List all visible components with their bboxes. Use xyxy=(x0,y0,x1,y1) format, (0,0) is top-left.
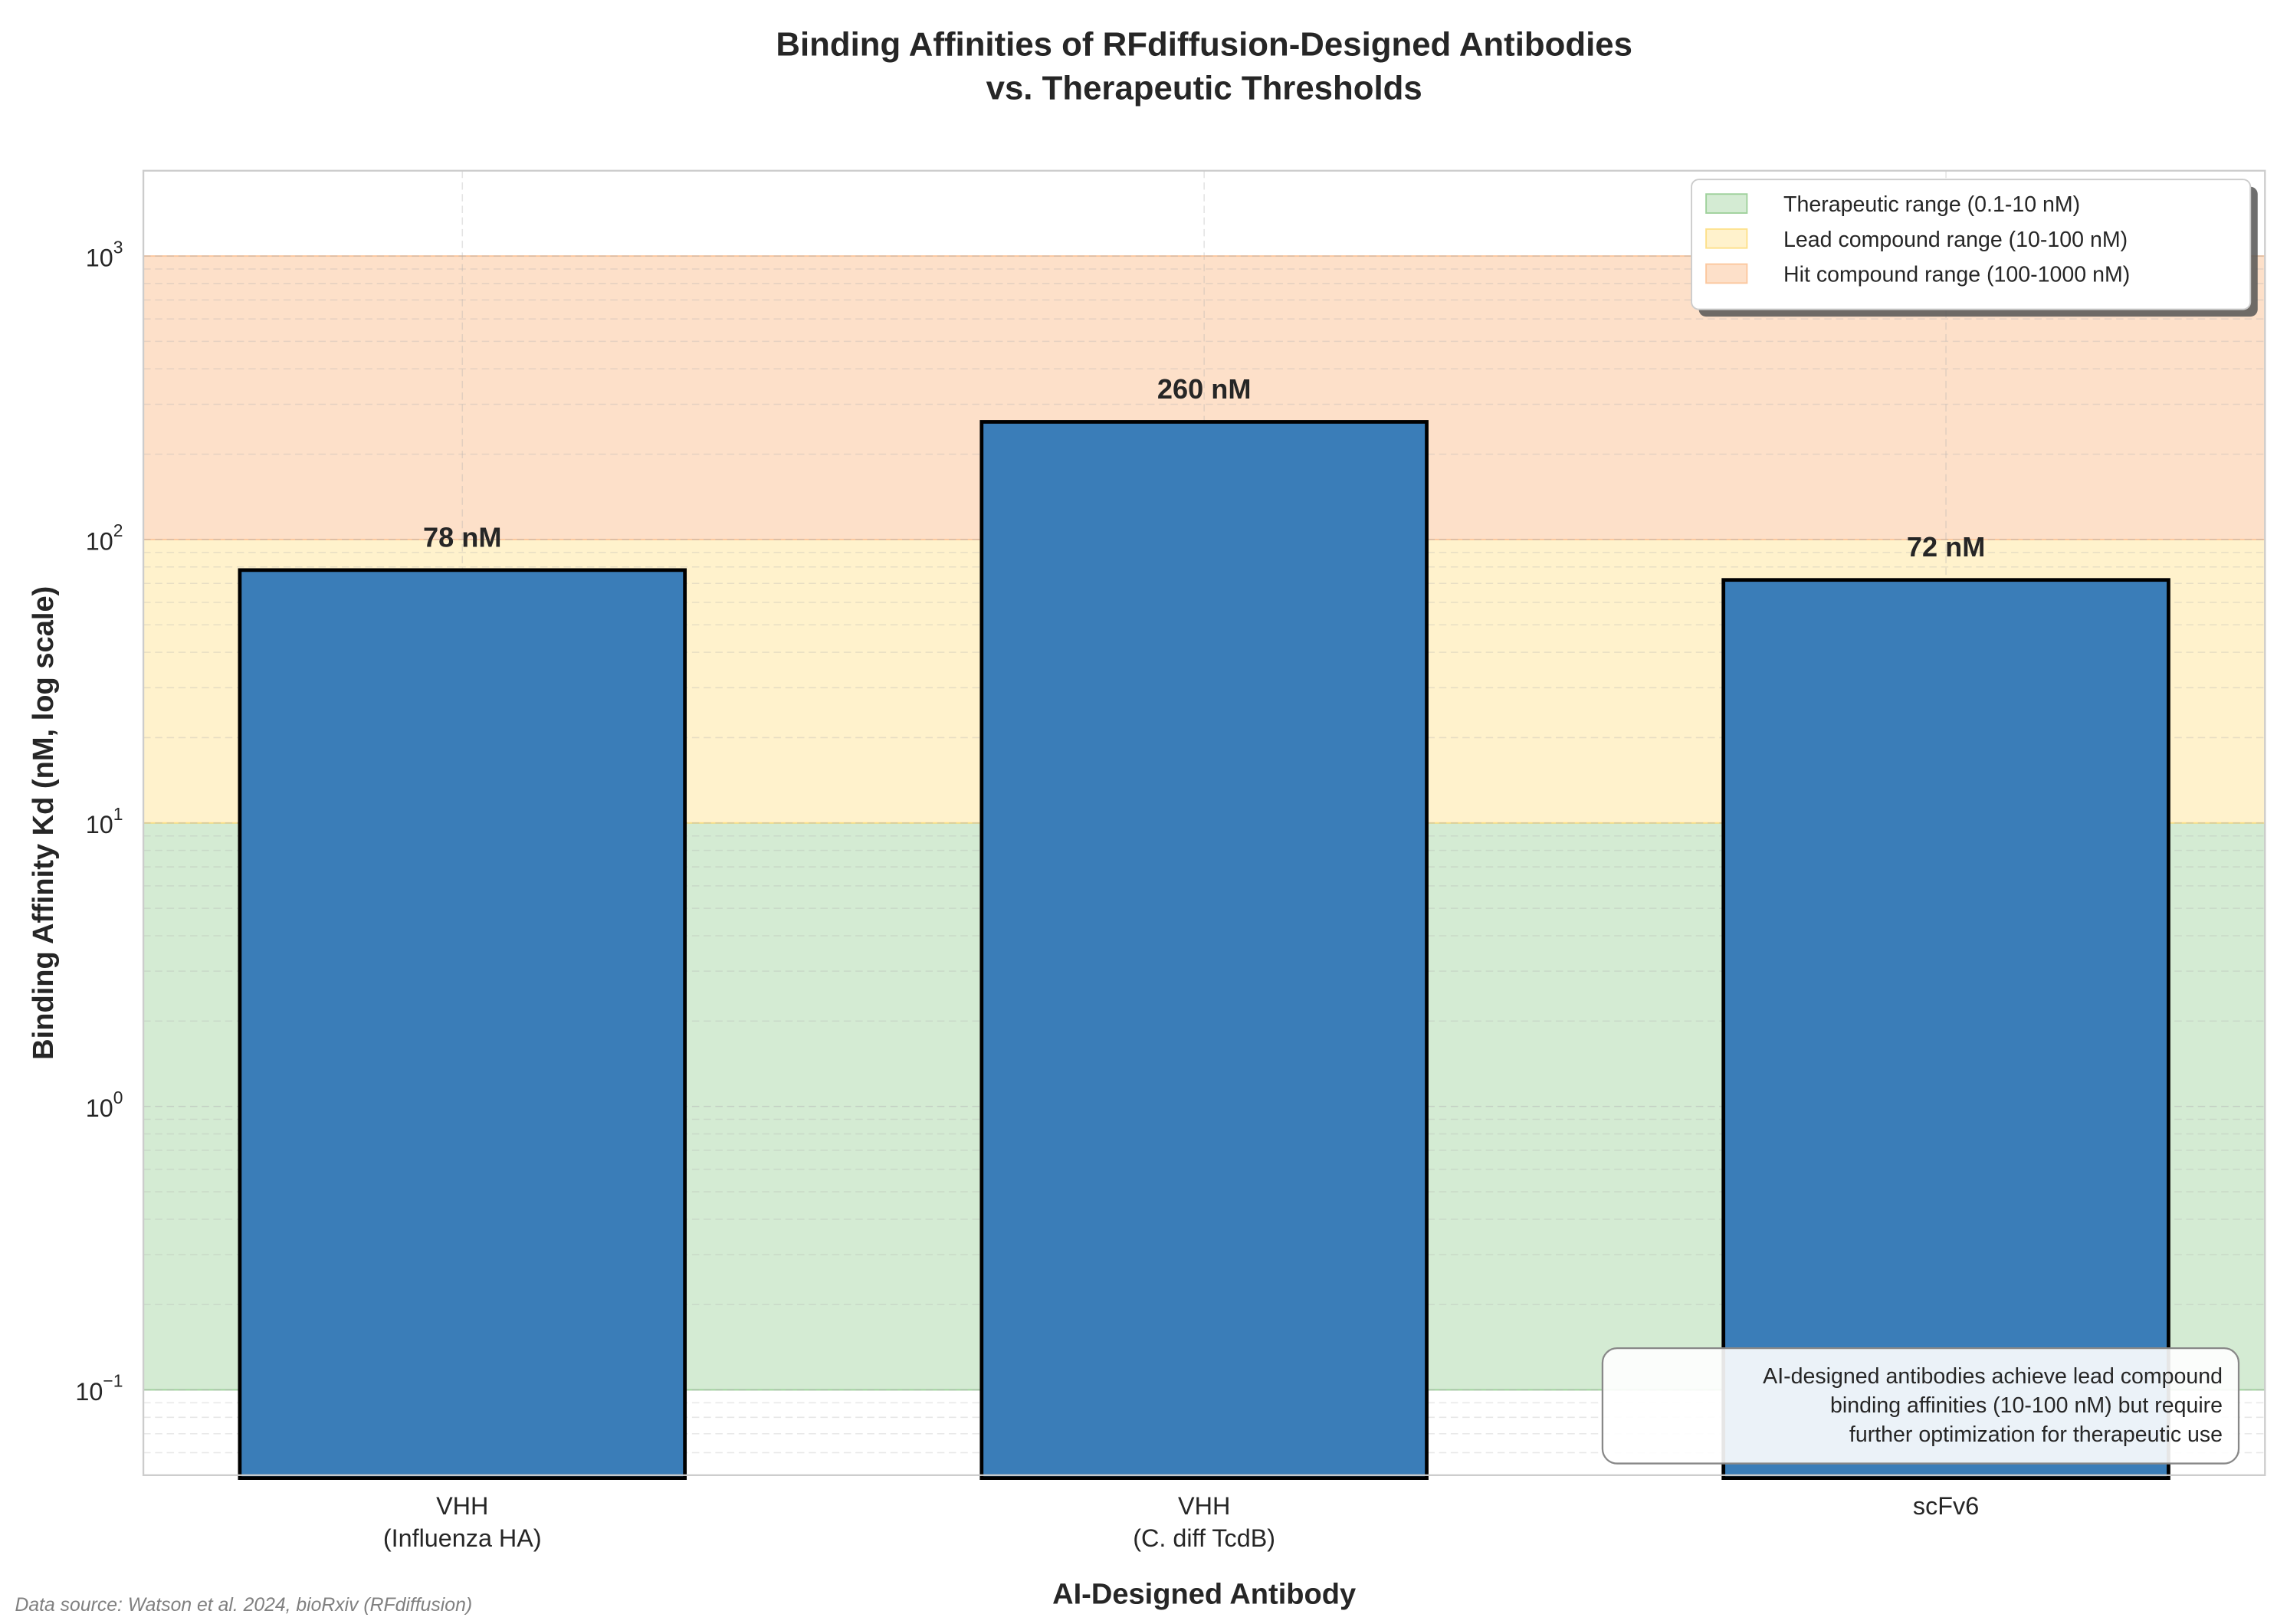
chart-title-line: Binding Affinities of RFdiffusion-Design… xyxy=(776,25,1632,63)
y-tick-label: 10−1 xyxy=(75,1371,123,1406)
y-tick-label: 103 xyxy=(86,237,123,271)
data-label: 72 nM xyxy=(1907,531,1985,563)
y-tick-label: 100 xyxy=(86,1088,123,1122)
chart-title-line: vs. Therapeutic Thresholds xyxy=(986,69,1422,107)
annotation-line: further optimization for therapeutic use xyxy=(1849,1422,2223,1447)
source-note: Data source: Watson et al. 2024, bioRxiv… xyxy=(15,1595,473,1616)
legend-swatch xyxy=(1705,193,1748,214)
y-axis-label: Binding Affinity Kd (nM, log scale) xyxy=(28,586,60,1060)
legend-label: Hit compound range (100-1000 nM) xyxy=(1783,262,2130,287)
x-tick-label: VHH (Influenza HA) xyxy=(383,1492,542,1552)
bar xyxy=(1721,578,2170,1480)
annotation-box: AI-designed antibodies achieve lead comp… xyxy=(1601,1347,2240,1465)
y-axis-ticks: 10−1 100 101 102 103 xyxy=(75,237,123,1406)
data-label: 78 nM xyxy=(423,521,501,553)
legend: Therapeutic range (0.1-10 nM) Lead compou… xyxy=(1691,179,2258,317)
annotation-line: AI-designed antibodies achieve lead comp… xyxy=(1763,1364,2223,1389)
y-tick-label: 102 xyxy=(86,520,123,555)
bars: 78 nM 260 nM 72 nM xyxy=(238,373,2170,1480)
x-tick-label: scFv6 xyxy=(1913,1492,1979,1520)
legend-label: Lead compound range (10-100 nM) xyxy=(1783,228,2128,252)
plot-frame xyxy=(142,169,2266,1476)
legend-swatch xyxy=(1705,228,1748,249)
annotation-line: binding affinities (10-100 nM) but requi… xyxy=(1830,1393,2223,1418)
bar xyxy=(238,568,687,1480)
x-axis-ticks: VHH (Influenza HA) VHH (C. diff TcdB) scFv6 xyxy=(383,1492,1979,1552)
x-tick-label: VHH (C. diff TcdB) xyxy=(1133,1492,1275,1552)
bar xyxy=(979,420,1429,1480)
y-tick-label: 101 xyxy=(86,804,123,838)
legend-label: Therapeutic range (0.1-10 nM) xyxy=(1783,192,2080,217)
data-label: 260 nM xyxy=(1157,373,1252,405)
x-axis-label: AI-Designed Antibody xyxy=(1052,1578,1356,1610)
chart-title: Binding Affinities of RFdiffusion-Design… xyxy=(776,25,1632,107)
legend-swatch xyxy=(1705,263,1748,284)
